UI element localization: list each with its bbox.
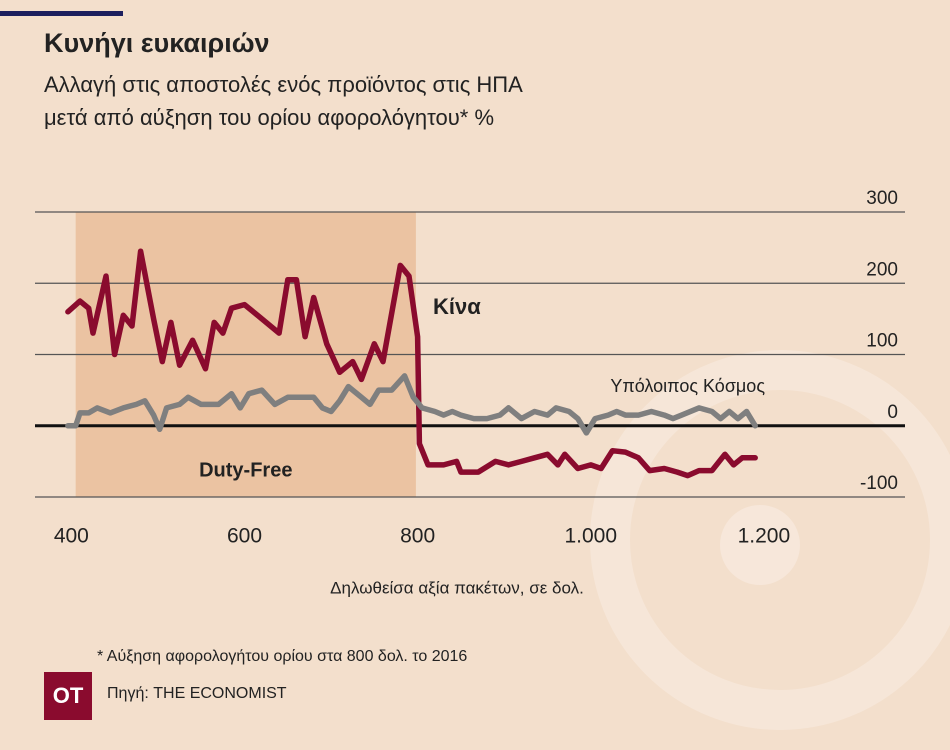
series-line <box>65 373 758 436</box>
source: Πηγή: THE ECONOMIST <box>107 685 287 702</box>
y-tick-label: 100 <box>866 331 898 352</box>
x-tick-label: 400 <box>54 525 89 548</box>
x-tick-label: 1.200 <box>738 525 791 548</box>
y-tick-label: 0 <box>887 402 898 423</box>
x-tick-label: 800 <box>400 525 435 548</box>
shade-label: Duty-Free <box>199 459 292 481</box>
series-line <box>65 248 758 479</box>
logo: OT <box>53 683 84 708</box>
note: * Αύξηση αφορολογήτου ορίου στα 800 δολ.… <box>97 648 467 665</box>
subtitle: μετά από αύξηση του ορίου αφορολόγητου* … <box>44 105 494 130</box>
x-tick-label: 1.000 <box>564 525 617 548</box>
y-tick-label: -100 <box>860 473 898 494</box>
decoration <box>590 350 950 730</box>
series-label: Υπόλοιπος Κόσμος <box>610 376 765 396</box>
x-axis-label: Δηλωθείσα αξία πακέτων, σε δολ. <box>330 578 584 597</box>
y-tick-label: 300 <box>866 188 898 209</box>
decoration <box>720 505 800 585</box>
y-tick-label: 200 <box>866 259 898 280</box>
chart-title: Κυνήγι ευκαιριών <box>44 28 270 58</box>
top-bar <box>0 11 123 16</box>
logo-box <box>44 672 92 720</box>
subtitle: Αλλαγή στις αποστολές ενός προϊόντος στι… <box>44 72 523 97</box>
x-tick-label: 600 <box>227 525 262 548</box>
series-label: Κίνα <box>433 294 481 319</box>
